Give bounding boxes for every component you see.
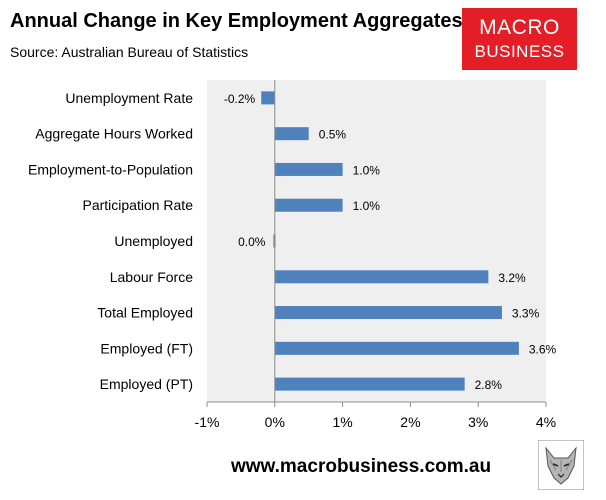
data-label: 3.6%	[529, 342, 557, 356]
category-label: Unemployed	[114, 233, 193, 249]
category-label: Employment-to-Population	[28, 161, 193, 177]
footer-url: www.macrobusiness.com.au	[231, 456, 492, 477]
bar	[274, 162, 343, 176]
chart-subtitle: Source: Australian Bureau of Statistics	[10, 44, 249, 60]
data-label: 0.0%	[238, 235, 266, 249]
bar	[274, 127, 309, 141]
data-label: 3.2%	[498, 271, 526, 285]
macrobusiness-logo: MACRO BUSINESS	[462, 8, 577, 70]
x-tick-label: -1%	[195, 414, 220, 430]
bar	[274, 306, 502, 320]
data-label: 0.5%	[319, 128, 347, 142]
category-label: Unemployment Rate	[65, 90, 193, 106]
bar	[274, 341, 519, 355]
data-label: 3.3%	[512, 307, 540, 321]
wolf-logo-icon	[538, 440, 584, 490]
x-tick-label: 0%	[265, 414, 285, 430]
bar-chart: Unemployment Rate -0.2% Aggregate Hours Wo…	[28, 80, 557, 430]
bar	[274, 377, 465, 391]
x-tick-label: 3%	[468, 414, 488, 430]
category-label: Participation Rate	[82, 197, 193, 213]
bar	[274, 198, 343, 212]
logo-line-1: MACRO	[479, 16, 560, 39]
category-label: Labour Force	[110, 269, 193, 285]
x-tick-label: 2%	[400, 414, 420, 430]
category-label: Total Employed	[97, 305, 193, 321]
bar	[274, 270, 489, 284]
category-label: Employed (PT)	[100, 376, 193, 392]
category-label: Employed (FT)	[100, 340, 193, 356]
chart-title: Annual Change in Key Employment Aggregat…	[10, 10, 463, 32]
bar	[261, 91, 275, 105]
logo-line-2: BUSINESS	[474, 42, 565, 61]
x-tick-label: 1%	[332, 414, 352, 430]
data-label: -0.2%	[224, 92, 256, 106]
data-label: 1.0%	[353, 163, 381, 177]
x-tick-label: 4%	[536, 414, 556, 430]
data-label: 2.8%	[475, 378, 503, 392]
category-label: Aggregate Hours Worked	[35, 126, 193, 142]
data-label: 1.0%	[353, 199, 381, 213]
